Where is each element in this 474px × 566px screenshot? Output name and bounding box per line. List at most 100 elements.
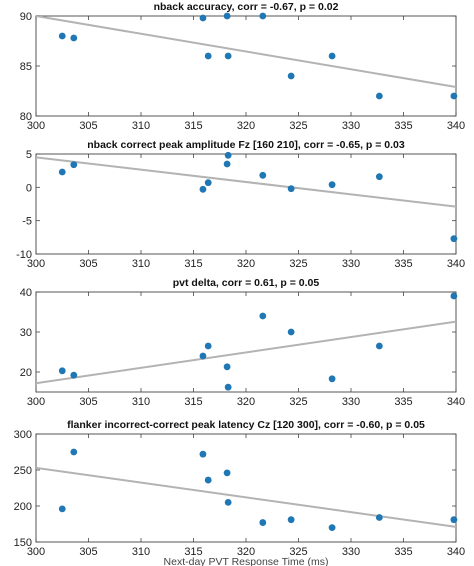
panel-1-xtick-label: 325 bbox=[289, 120, 307, 132]
panel-2-data-point bbox=[204, 179, 212, 187]
panel-3-xtick-label: 310 bbox=[132, 396, 150, 408]
panel-4: flanker incorrect-correct peak latency C… bbox=[14, 419, 466, 566]
panel-1-data-point bbox=[199, 14, 207, 22]
panel-2-xtick-label: 315 bbox=[184, 258, 202, 270]
panel-4-axes bbox=[35, 433, 457, 543]
panel-3-data-point bbox=[204, 342, 212, 350]
panel-4-xtick-label: 335 bbox=[394, 546, 412, 558]
panel-1-ytick-label: 85 bbox=[20, 61, 32, 73]
panel-1-xtick-label: 315 bbox=[184, 120, 202, 132]
panel-3-fit-line bbox=[36, 320, 456, 385]
panel-1-xtick-label: 300 bbox=[27, 120, 45, 132]
panel-1-ytick-label: 80 bbox=[20, 111, 32, 123]
panel-4-xtick-label: 340 bbox=[447, 546, 465, 558]
panel-4-ytick-label: 300 bbox=[14, 429, 32, 441]
panel-4-data-point bbox=[328, 524, 336, 531]
panel-1-data-point bbox=[70, 34, 78, 42]
panel-3-axes bbox=[35, 291, 457, 393]
panel-2-ytick-label: -5 bbox=[22, 216, 32, 228]
panel-3-ytick-label: 40 bbox=[20, 287, 32, 299]
panel-3-data-point bbox=[224, 383, 232, 391]
panel-2-ytick-label: -10 bbox=[16, 249, 32, 261]
panel-4-data-point bbox=[70, 448, 78, 456]
panel-2-ytick-label: 0 bbox=[26, 182, 32, 194]
panel-3-data-point bbox=[287, 328, 295, 336]
panel-3-xtick-label: 335 bbox=[394, 396, 412, 408]
panel-1-data-point bbox=[328, 52, 336, 60]
panel-1-xtick-label: 310 bbox=[132, 120, 150, 132]
panel-4-xtick-label: 315 bbox=[184, 546, 202, 558]
panel-1-data-point bbox=[204, 52, 212, 60]
panel-3-data-point bbox=[223, 363, 231, 371]
panel-2-xtick-label: 310 bbox=[132, 258, 150, 270]
panel-1: nback accuracy, corr = -0.67, p = 0.02 30… bbox=[20, 1, 465, 132]
x-axis-label: Next-day PVT Response Time (ms) bbox=[164, 556, 329, 566]
panel-2-data-point bbox=[328, 181, 336, 189]
panel-4-data-point bbox=[224, 499, 232, 506]
panel-2-xtick-label: 335 bbox=[394, 258, 412, 270]
panel-1-data-point bbox=[375, 92, 383, 100]
panel-3-data-point bbox=[58, 367, 66, 375]
panel-2-data-point bbox=[259, 171, 267, 179]
panel-3-xtick-label: 340 bbox=[447, 396, 465, 408]
panel-2-fit-line bbox=[36, 156, 456, 208]
panel-4-xtick-label: 300 bbox=[27, 546, 45, 558]
panel-3-xtick-label: 305 bbox=[79, 396, 97, 408]
panel-4-data-point bbox=[58, 505, 66, 513]
panel-1-xtick-label: 320 bbox=[237, 120, 255, 132]
panel-3-xtick-label: 300 bbox=[27, 396, 45, 408]
panel-2-xtick-label: 340 bbox=[447, 258, 465, 270]
panel-3-xtick-label: 330 bbox=[342, 396, 360, 408]
panel-1-xtick-label: 330 bbox=[342, 120, 360, 132]
panel-3: pvt delta, corr = 0.61, p = 0.05 300 305 31… bbox=[20, 277, 465, 408]
panel-1-xtick-label: 305 bbox=[79, 120, 97, 132]
panel-2-data-point bbox=[224, 151, 232, 159]
panel-2-ytick-label: 5 bbox=[26, 149, 32, 161]
panel-2-xtick-label: 300 bbox=[27, 258, 45, 270]
panel-4-data-point bbox=[287, 516, 295, 524]
panel-4-data-point bbox=[223, 469, 231, 477]
panel-1-data-point bbox=[58, 32, 66, 40]
panel-4-data-point bbox=[450, 516, 458, 524]
panel-4-ytick-label: 200 bbox=[14, 501, 32, 513]
panel-3-xtick-label: 325 bbox=[289, 396, 307, 408]
panel-1-title: nback accuracy, corr = -0.67, p = 0.02 bbox=[154, 1, 339, 13]
panel-2-xtick-label: 320 bbox=[237, 258, 255, 270]
panel-3-ytick-label: 30 bbox=[20, 327, 32, 339]
panel-2-data-point bbox=[58, 168, 66, 176]
panel-2: nback correct peak amplitude Fz [160 210… bbox=[16, 139, 465, 270]
panel-2-data-point bbox=[450, 235, 458, 243]
panel-2-xtick-label: 330 bbox=[342, 258, 360, 270]
panel-2-data-point bbox=[199, 185, 207, 193]
panel-2-xtick-label: 305 bbox=[79, 258, 97, 270]
panel-4-xtick-label: 320 bbox=[237, 546, 255, 558]
panel-3-ytick-label: 20 bbox=[20, 367, 32, 379]
panel-4-title: flanker incorrect-correct peak latency C… bbox=[67, 419, 425, 431]
panel-1-ytick-label: 90 bbox=[20, 11, 32, 23]
panel-4-xtick-label: 330 bbox=[342, 546, 360, 558]
panel-3-data-point bbox=[450, 292, 458, 300]
panel-2-data-point bbox=[287, 185, 295, 193]
panel-4-ytick-label: 250 bbox=[14, 465, 32, 477]
panel-1-data-point bbox=[224, 52, 232, 60]
panel-3-title: pvt delta, corr = 0.61, p = 0.05 bbox=[173, 277, 320, 289]
panel-4-fit-line bbox=[36, 466, 456, 528]
panel-3-data-point bbox=[199, 352, 207, 360]
panel-3-data-point bbox=[259, 312, 267, 320]
panel-1-data-point bbox=[450, 92, 458, 100]
panel-1-xtick-label: 340 bbox=[447, 120, 465, 132]
panel-1-data-point bbox=[223, 12, 231, 20]
panel-4-xtick-label: 325 bbox=[289, 546, 307, 558]
panel-2-data-point bbox=[375, 173, 383, 181]
panel-3-xtick-label: 315 bbox=[184, 396, 202, 408]
panel-4-xtick-label: 310 bbox=[132, 546, 150, 558]
panel-1-axes bbox=[35, 15, 457, 117]
panel-1-data-point bbox=[287, 72, 295, 80]
panel-4-ytick-label: 150 bbox=[14, 537, 32, 549]
panel-4-xtick-label: 305 bbox=[79, 546, 97, 558]
panel-4-data-point bbox=[199, 450, 207, 458]
panel-4-data-point bbox=[204, 476, 212, 484]
panel-3-xtick-label: 320 bbox=[237, 396, 255, 408]
panel-4-data-point bbox=[375, 514, 383, 521]
